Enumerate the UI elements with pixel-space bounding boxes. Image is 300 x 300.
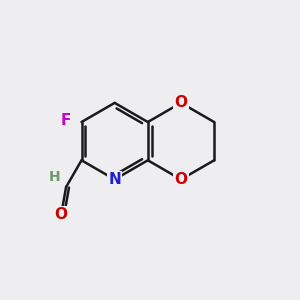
Text: N: N: [108, 172, 121, 187]
Text: O: O: [55, 207, 68, 222]
Text: O: O: [175, 95, 188, 110]
Text: F: F: [61, 113, 71, 128]
Text: O: O: [175, 172, 188, 187]
Text: H: H: [49, 170, 61, 184]
